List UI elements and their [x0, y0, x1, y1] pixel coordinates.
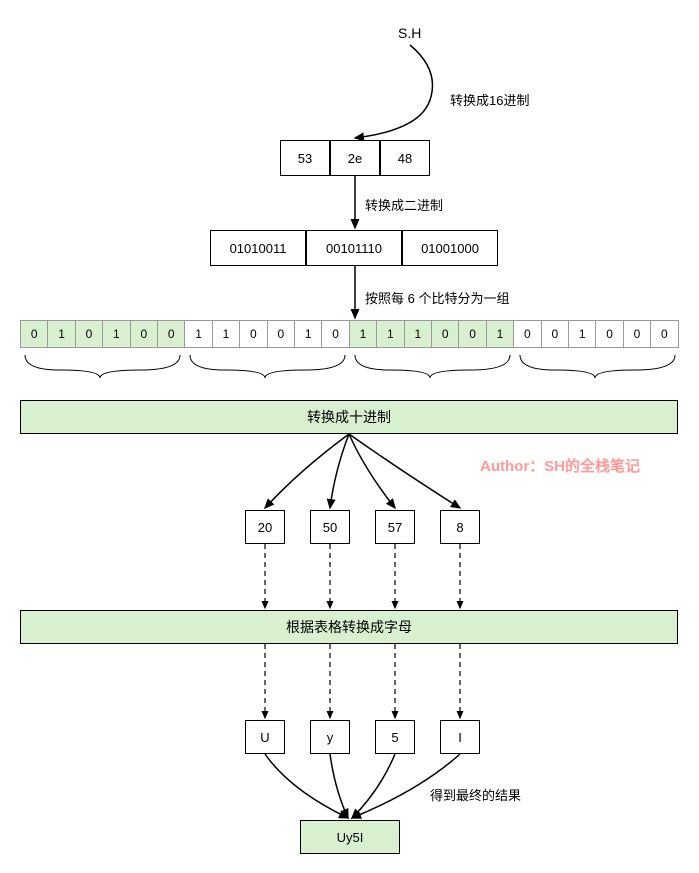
bit-cell: 0	[20, 320, 48, 348]
bit-cell: 1	[486, 320, 514, 348]
bit-cell: 1	[102, 320, 130, 348]
char-cell: 5	[375, 720, 415, 754]
bit-cell: 1	[568, 320, 596, 348]
hex-cell: 2e	[330, 140, 380, 176]
bit-cell: 0	[513, 320, 541, 348]
bit-cell: 1	[294, 320, 322, 348]
char-cell: I	[440, 720, 480, 754]
bit-cell: 1	[376, 320, 404, 348]
step1-label: 转换成16进制	[450, 90, 529, 109]
bit-cell: 0	[239, 320, 267, 348]
step2-label: 转换成二进制	[365, 195, 443, 214]
step3-label: 按照每 6 个比特分为一组	[365, 288, 509, 307]
dec-cell: 57	[375, 510, 415, 544]
bit-cell: 0	[157, 320, 185, 348]
bit-cell: 0	[650, 320, 678, 348]
bit-cell: 0	[458, 320, 486, 348]
banner-chars: 根据表格转换成字母	[20, 610, 678, 644]
bit-cell: 0	[431, 320, 459, 348]
bit-cell: 0	[130, 320, 158, 348]
bit-cell: 0	[267, 320, 295, 348]
bin-cell: 01001000	[402, 230, 498, 266]
bit-cell: 0	[321, 320, 349, 348]
bit-cell: 1	[184, 320, 212, 348]
input-text: S.H	[398, 25, 421, 41]
dec-cell: 8	[440, 510, 480, 544]
bit-cell: 0	[623, 320, 651, 348]
author-label: Author：SH的全栈笔记	[480, 455, 640, 476]
hex-cell: 48	[380, 140, 430, 176]
banner-decimal: 转换成十进制	[20, 400, 678, 434]
bin-cell: 01010011	[210, 230, 306, 266]
bit-cell: 1	[212, 320, 240, 348]
char-cell: y	[310, 720, 350, 754]
bit-cell: 0	[595, 320, 623, 348]
dec-cell: 20	[245, 510, 285, 544]
bit-cell: 1	[47, 320, 75, 348]
dec-cell: 50	[310, 510, 350, 544]
bit-cell: 1	[349, 320, 377, 348]
bit-cell: 0	[75, 320, 103, 348]
hex-cell: 53	[280, 140, 330, 176]
char-cell: U	[245, 720, 285, 754]
bit-cell: 0	[541, 320, 569, 348]
bit-cell: 1	[404, 320, 432, 348]
final-label: 得到最终的结果	[430, 785, 521, 804]
bin-cell: 00101110	[306, 230, 402, 266]
result-cell: Uy5I	[300, 820, 400, 854]
